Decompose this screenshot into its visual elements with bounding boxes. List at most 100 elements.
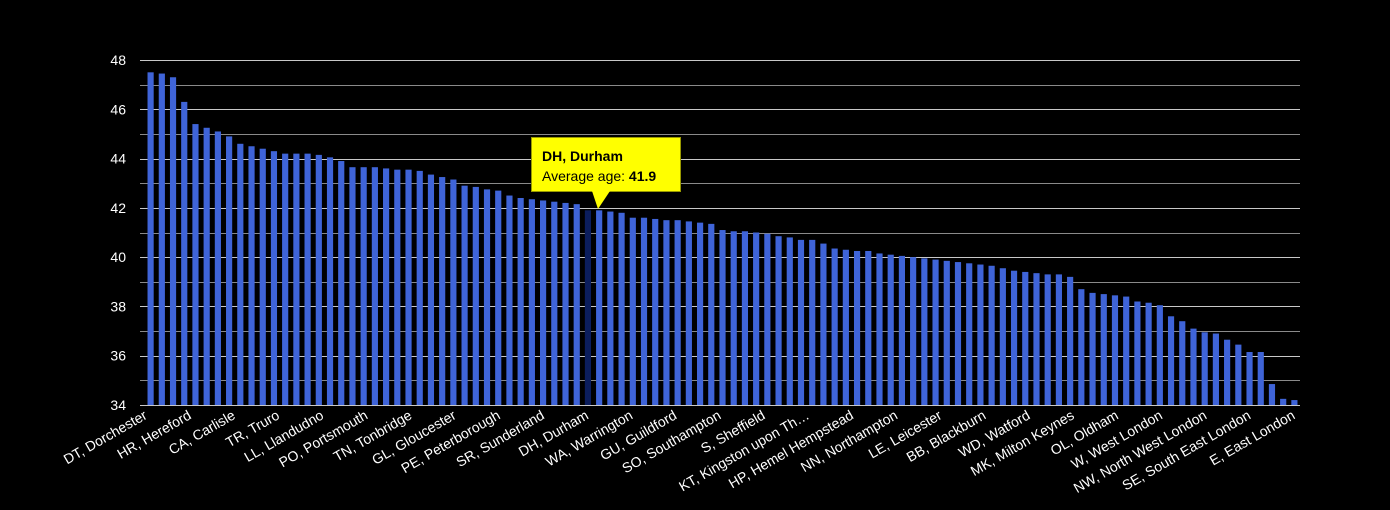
bar[interactable] — [1212, 333, 1219, 405]
bar[interactable] — [483, 189, 491, 406]
bar[interactable] — [1156, 305, 1163, 405]
bar[interactable] — [147, 72, 154, 405]
bar[interactable] — [259, 148, 266, 405]
bar[interactable] — [1145, 302, 1152, 405]
bar[interactable] — [898, 255, 905, 405]
bar[interactable] — [270, 151, 278, 405]
bar[interactable] — [887, 254, 894, 405]
bar[interactable] — [181, 101, 188, 405]
bar[interactable] — [1078, 289, 1085, 405]
bar[interactable] — [304, 153, 311, 405]
bar[interactable] — [439, 177, 446, 405]
bar-highlighted[interactable] — [584, 210, 592, 405]
bar[interactable] — [293, 153, 300, 405]
bar[interactable] — [853, 250, 861, 405]
bar[interactable] — [315, 154, 322, 405]
bar[interactable] — [248, 146, 255, 405]
bar[interactable] — [629, 217, 636, 405]
bar[interactable] — [383, 168, 390, 405]
bar[interactable] — [540, 200, 547, 405]
bar[interactable] — [214, 131, 221, 405]
bar[interactable] — [528, 199, 535, 405]
bar[interactable] — [551, 201, 558, 405]
bar[interactable] — [1089, 292, 1096, 405]
bar[interactable] — [1246, 352, 1253, 405]
bar[interactable] — [696, 222, 704, 405]
bar[interactable] — [596, 210, 603, 405]
bar[interactable] — [472, 186, 479, 405]
bar[interactable] — [1111, 295, 1119, 405]
bar[interactable] — [999, 268, 1006, 405]
bar[interactable] — [1167, 316, 1175, 405]
bar[interactable] — [349, 167, 356, 405]
bar[interactable] — [954, 262, 962, 405]
bar[interactable] — [663, 220, 670, 405]
bar[interactable] — [562, 202, 569, 405]
bar[interactable] — [910, 257, 917, 405]
bar[interactable] — [988, 265, 995, 405]
bar[interactable] — [1033, 273, 1040, 405]
bar[interactable] — [203, 127, 210, 406]
bar[interactable] — [820, 243, 827, 405]
bar[interactable] — [282, 153, 289, 405]
bar[interactable] — [652, 218, 659, 405]
bar[interactable] — [719, 230, 726, 405]
bar[interactable] — [506, 195, 513, 405]
bar[interactable] — [169, 77, 177, 405]
bar[interactable] — [573, 204, 580, 405]
bar[interactable] — [450, 179, 457, 405]
bar[interactable] — [1257, 352, 1264, 405]
bar[interactable] — [326, 157, 334, 405]
bar[interactable] — [1100, 294, 1107, 405]
bar[interactable] — [517, 198, 524, 405]
bar[interactable] — [842, 249, 849, 405]
bar[interactable] — [158, 73, 165, 406]
bar[interactable] — [338, 161, 345, 405]
bar[interactable] — [1134, 301, 1141, 406]
bar[interactable] — [416, 170, 423, 405]
bar[interactable] — [1235, 344, 1242, 405]
bar[interactable] — [495, 190, 502, 405]
bar[interactable] — [977, 264, 984, 405]
bar[interactable] — [764, 233, 771, 405]
bar[interactable] — [640, 217, 648, 405]
bar[interactable] — [921, 258, 928, 405]
bar[interactable] — [1123, 296, 1130, 405]
bar[interactable] — [226, 136, 233, 405]
bar[interactable] — [1190, 328, 1197, 405]
bar[interactable] — [1179, 321, 1186, 405]
bar[interactable] — [708, 223, 715, 405]
bar[interactable] — [1022, 271, 1029, 405]
bar[interactable] — [775, 236, 782, 405]
bar[interactable] — [1055, 274, 1062, 405]
bar[interactable] — [730, 231, 737, 405]
bar[interactable] — [685, 221, 692, 405]
bar[interactable] — [943, 260, 950, 405]
bar[interactable] — [607, 211, 614, 405]
bar[interactable] — [786, 237, 793, 405]
bar[interactable] — [674, 220, 681, 405]
bar[interactable] — [831, 248, 838, 405]
bar[interactable] — [237, 143, 244, 406]
bar[interactable] — [192, 124, 199, 405]
bar[interactable] — [1067, 276, 1074, 405]
bar[interactable] — [741, 231, 749, 405]
bar[interactable] — [966, 263, 973, 405]
bar[interactable] — [753, 232, 760, 406]
bar[interactable] — [809, 239, 816, 405]
bar[interactable] — [1224, 339, 1231, 405]
bar[interactable] — [461, 185, 468, 405]
bar[interactable] — [1010, 270, 1018, 405]
bar[interactable] — [360, 167, 367, 405]
bar[interactable] — [1280, 398, 1287, 405]
bar[interactable] — [618, 212, 625, 405]
bar[interactable] — [394, 169, 401, 405]
bar[interactable] — [1291, 400, 1298, 405]
bar[interactable] — [1044, 274, 1051, 405]
bar[interactable] — [1268, 384, 1276, 405]
bar[interactable] — [797, 239, 805, 405]
bar[interactable] — [427, 174, 435, 405]
bar[interactable] — [371, 167, 378, 405]
bar[interactable] — [1201, 332, 1208, 405]
bar[interactable] — [865, 250, 872, 405]
